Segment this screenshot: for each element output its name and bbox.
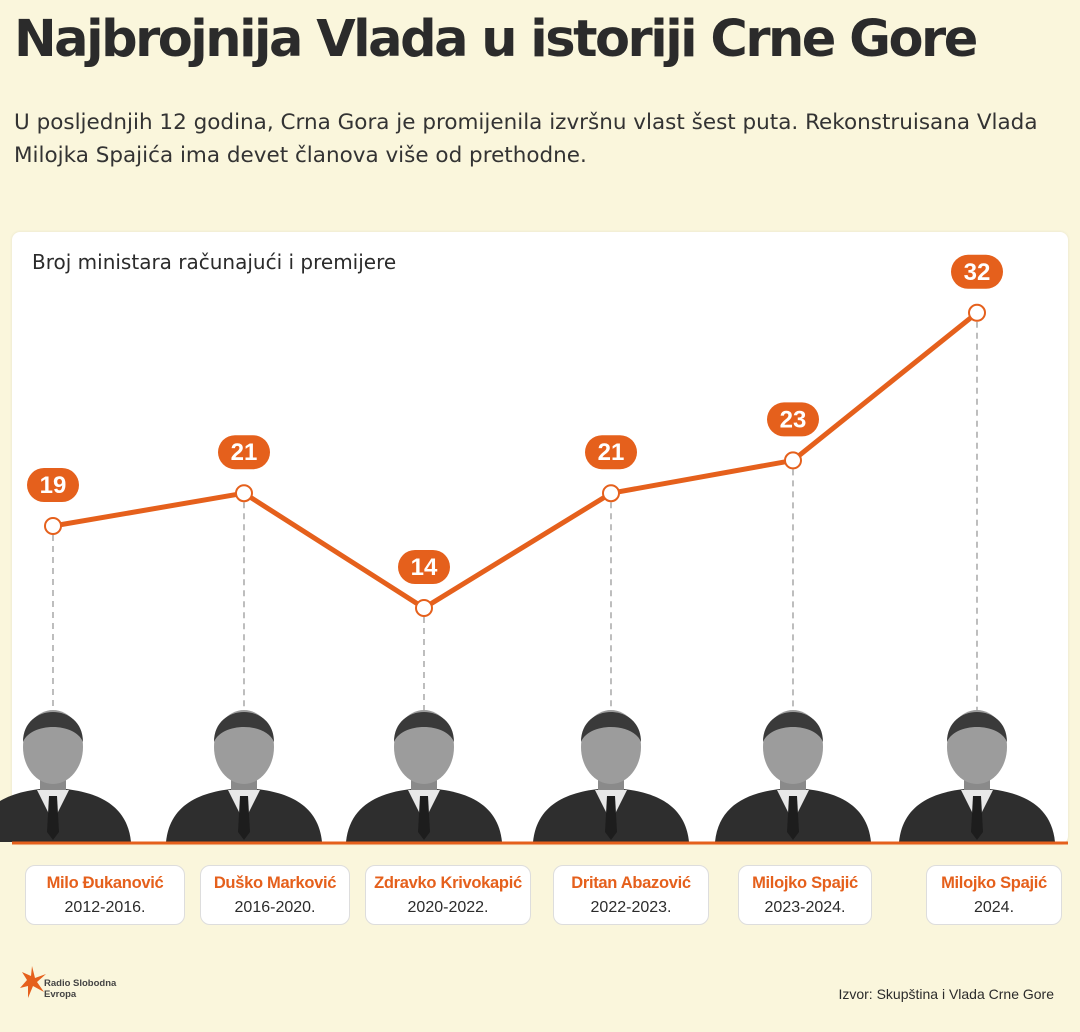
data-point — [784, 451, 802, 470]
politician-name: Duško Marković — [213, 874, 337, 892]
portrait-silhouette — [715, 710, 871, 842]
portrait-silhouette — [899, 710, 1055, 842]
rse-logo-icon — [20, 966, 46, 998]
data-point — [235, 484, 253, 503]
term-years: 2012-2016. — [64, 899, 146, 916]
politician-card: Milojko Spajić 2024. — [926, 865, 1062, 925]
politician-name: Zdravko Krivokapić — [374, 874, 522, 892]
politician-name: Milojko Spajić — [752, 874, 858, 892]
term-years: 2020-2022. — [407, 899, 489, 916]
politician-name: Milojko Spajić — [941, 874, 1047, 892]
page-subtitle: U posljednjih 12 godina, Crna Gora je pr… — [14, 110, 1038, 168]
series-line — [52, 310, 979, 611]
chart-label: Broj ministara računajući i premijere — [32, 250, 397, 274]
value-label: 21 — [231, 439, 258, 466]
portrait-silhouette — [533, 710, 689, 842]
logo-text: Radio Slobodna Evropa — [44, 978, 117, 1000]
source-note: Izvor: Skupština i Vlada Crne Gore — [838, 986, 1054, 1002]
value-label: 14 — [411, 554, 438, 581]
politician-card: Milo Đukanović 2012-2016. — [25, 865, 185, 925]
page-title: Najbrojnija Vlada u istoriji Crne Gore — [14, 10, 978, 69]
value-pill — [398, 550, 450, 584]
term-years: 2022-2023. — [590, 899, 672, 916]
value-pill — [585, 435, 637, 470]
politician-card: Zdravko Krivokapić 2020-2022. — [365, 865, 531, 925]
data-point — [44, 517, 62, 535]
data-point — [415, 599, 433, 617]
term-years: 2024. — [973, 899, 1015, 916]
politician-name: Milo Đukanović — [46, 874, 164, 892]
politician-card: Duško Marković 2016-2020. — [200, 865, 350, 925]
politician-card: Milojko Spajić 2023-2024. — [738, 865, 872, 925]
portrait-silhouette — [346, 710, 502, 842]
portrait-silhouette — [166, 710, 322, 842]
value-pill — [767, 402, 819, 437]
term-years: 2023-2024. — [764, 899, 846, 916]
value-label: 21 — [598, 439, 625, 466]
politician-card: Dritan Abazović 2022-2023. — [553, 865, 709, 925]
data-point — [968, 303, 986, 322]
value-pill — [951, 254, 1003, 289]
value-pill — [218, 435, 270, 470]
value-pill — [27, 468, 79, 502]
value-label: 32 — [964, 259, 991, 286]
term-years: 2016-2020. — [234, 899, 316, 916]
data-point — [602, 484, 620, 503]
value-label: 23 — [780, 406, 807, 433]
value-label: 19 — [40, 472, 67, 499]
portrait-silhouette — [0, 710, 131, 842]
politician-name: Dritan Abazović — [571, 874, 691, 892]
